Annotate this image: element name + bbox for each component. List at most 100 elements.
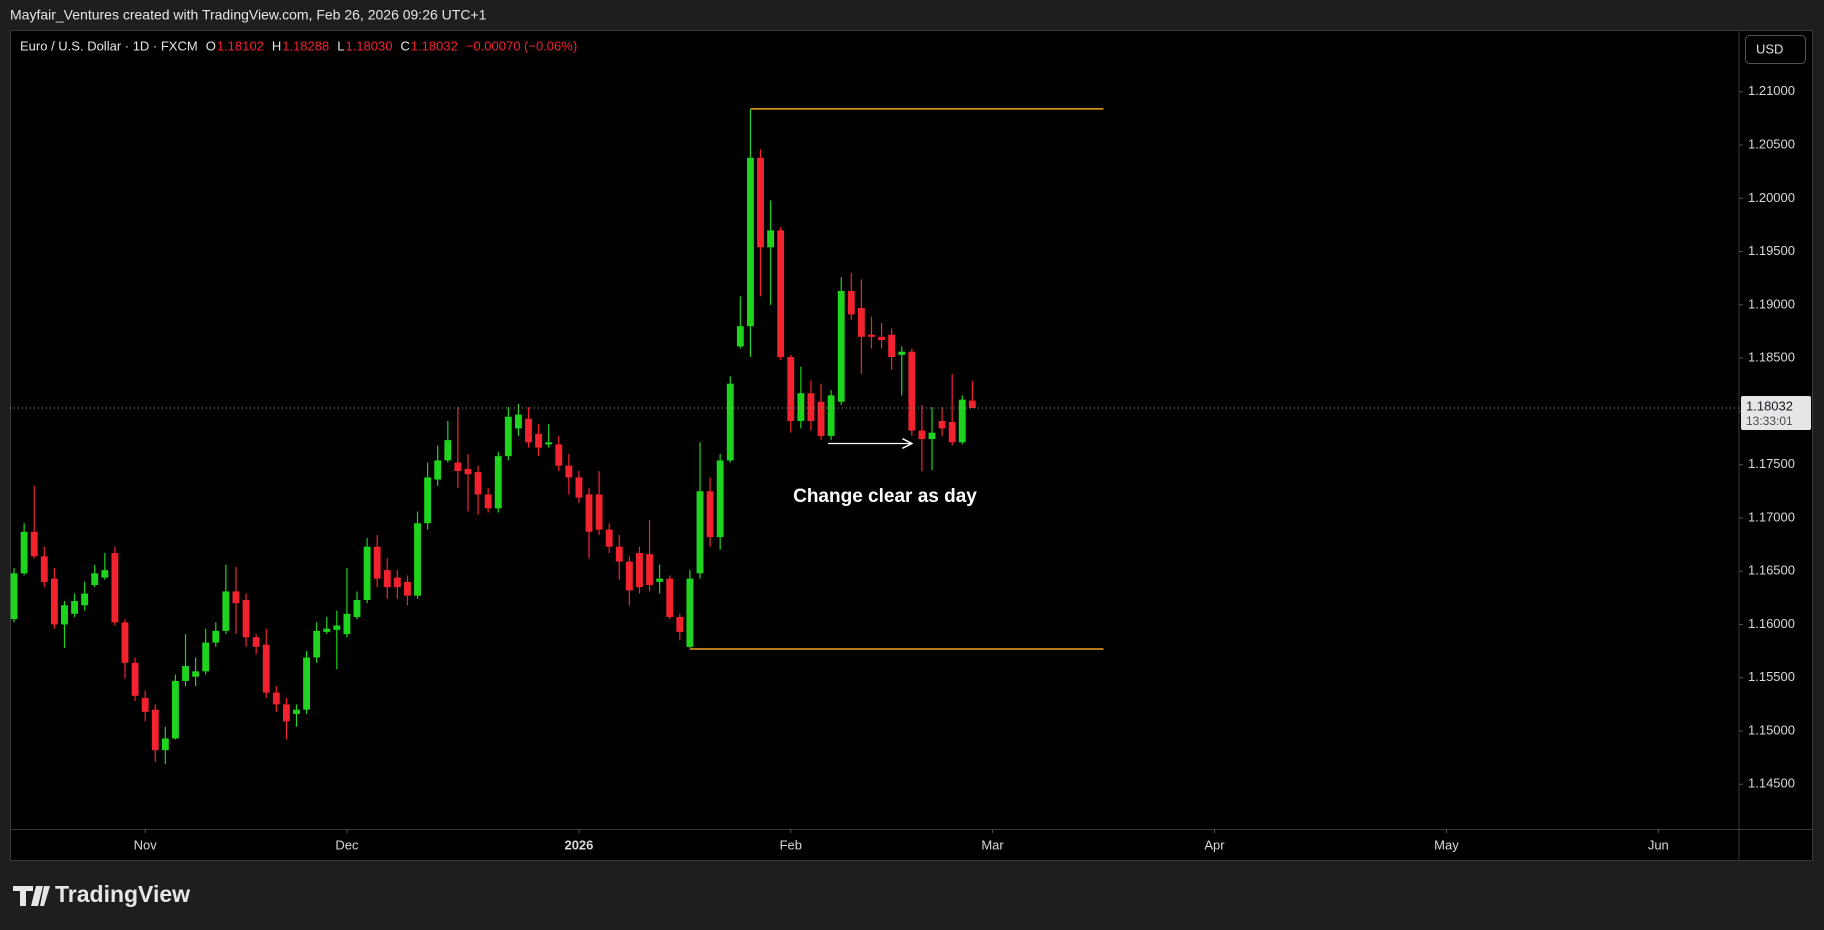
candle-body xyxy=(625,561,633,591)
candle-body xyxy=(464,468,472,475)
candle-body xyxy=(928,432,936,440)
candle-body xyxy=(434,460,442,480)
last-price-box xyxy=(1741,395,1811,430)
candle-body xyxy=(323,628,331,632)
x-tick-label: Mar xyxy=(981,837,1004,852)
candle-body xyxy=(535,433,543,448)
y-tick-label: 1.14500 xyxy=(1748,776,1795,791)
candle-body xyxy=(746,157,754,327)
candle-body xyxy=(636,553,643,588)
candle-body xyxy=(71,601,78,614)
candle-body xyxy=(565,465,573,478)
candle-body xyxy=(807,393,815,421)
candle-body xyxy=(958,399,966,443)
candle-body xyxy=(787,357,795,421)
candle-body xyxy=(857,308,865,337)
candle-body xyxy=(484,494,492,509)
change: −0.00070 (−0.06%) xyxy=(466,38,577,53)
currency[interactable]: USD xyxy=(1756,41,1783,56)
candle-body xyxy=(293,709,300,714)
candle-body xyxy=(948,422,956,443)
candle-body xyxy=(888,334,896,358)
y-tick-label: 1.18500 xyxy=(1748,350,1795,365)
candle-body xyxy=(61,605,68,625)
candle-body xyxy=(81,593,89,606)
x-tick-label: Jun xyxy=(1648,837,1669,852)
candle-body xyxy=(363,546,371,600)
candle-body xyxy=(444,440,452,461)
candle-body xyxy=(656,578,664,582)
y-tick-label: 1.19000 xyxy=(1748,296,1795,311)
candle-body xyxy=(646,554,653,586)
candle-body xyxy=(50,578,58,625)
candle-body xyxy=(252,637,260,647)
y-tick-label: 1.19500 xyxy=(1748,243,1795,258)
candle-body xyxy=(10,573,18,620)
candle-body xyxy=(767,230,775,248)
candle-body xyxy=(373,546,381,579)
y-tick-label: 1.20500 xyxy=(1748,136,1795,151)
candle-body xyxy=(777,230,785,358)
candle-body xyxy=(232,591,240,604)
candle-body xyxy=(192,671,200,677)
candle-body xyxy=(333,625,341,630)
candle-body xyxy=(504,416,512,457)
candle-body xyxy=(393,577,401,588)
candle-body xyxy=(242,599,250,638)
candle-body xyxy=(40,556,48,582)
candle-body xyxy=(868,334,875,337)
readout-value: 1.18102 xyxy=(217,38,264,53)
candle-body xyxy=(172,680,179,739)
candle-body xyxy=(757,157,764,248)
candle-body xyxy=(182,666,189,681)
x-tick-label: Feb xyxy=(780,837,802,852)
readout-value: 1.18288 xyxy=(282,38,329,53)
candle-body xyxy=(545,442,553,445)
last-price-label: 1.18032 xyxy=(1746,398,1793,413)
y-tick-label: 1.17500 xyxy=(1748,456,1795,471)
candle-body xyxy=(706,491,714,538)
candle-body xyxy=(525,418,532,443)
candle-body xyxy=(91,573,99,586)
y-tick-label: 1.17000 xyxy=(1748,509,1795,524)
candle-body xyxy=(313,630,321,658)
candle-body xyxy=(424,477,432,524)
candle-body xyxy=(847,291,855,315)
candle-body xyxy=(575,477,583,498)
candle-body xyxy=(676,616,684,632)
candle-body xyxy=(343,613,351,635)
candle-body xyxy=(454,462,462,472)
brand: TradingView xyxy=(55,881,190,907)
candle-body xyxy=(595,494,603,530)
currency-box[interactable] xyxy=(1745,35,1806,64)
candle-body xyxy=(878,336,885,341)
y-tick-label: 1.20000 xyxy=(1748,190,1795,205)
readout-key: O xyxy=(206,38,216,53)
candle-body xyxy=(908,351,916,431)
x-tick-label: Dec xyxy=(335,837,359,852)
candle-body xyxy=(696,491,704,574)
candle-body xyxy=(272,692,280,705)
candle-body xyxy=(262,644,270,693)
candle-body xyxy=(111,553,119,623)
candle-body xyxy=(30,531,38,557)
x-tick-label: 2026 xyxy=(564,837,593,852)
y-tick-label: 1.21000 xyxy=(1748,83,1795,98)
candle-body xyxy=(686,578,694,647)
candle-body xyxy=(303,657,311,710)
candle-body xyxy=(666,578,674,617)
candle-body xyxy=(827,395,835,436)
candle-body xyxy=(555,444,563,466)
candle-body xyxy=(797,393,805,421)
readout-key: L xyxy=(337,38,344,53)
candle-body xyxy=(161,738,169,751)
candle-body xyxy=(131,662,139,696)
candle-body xyxy=(121,622,129,663)
readout-value: 1.18030 xyxy=(345,38,392,53)
candle-body xyxy=(20,531,28,574)
candle-body xyxy=(202,642,210,672)
candle-body xyxy=(898,351,906,355)
candle-body xyxy=(938,420,946,429)
candle-body xyxy=(736,326,744,347)
